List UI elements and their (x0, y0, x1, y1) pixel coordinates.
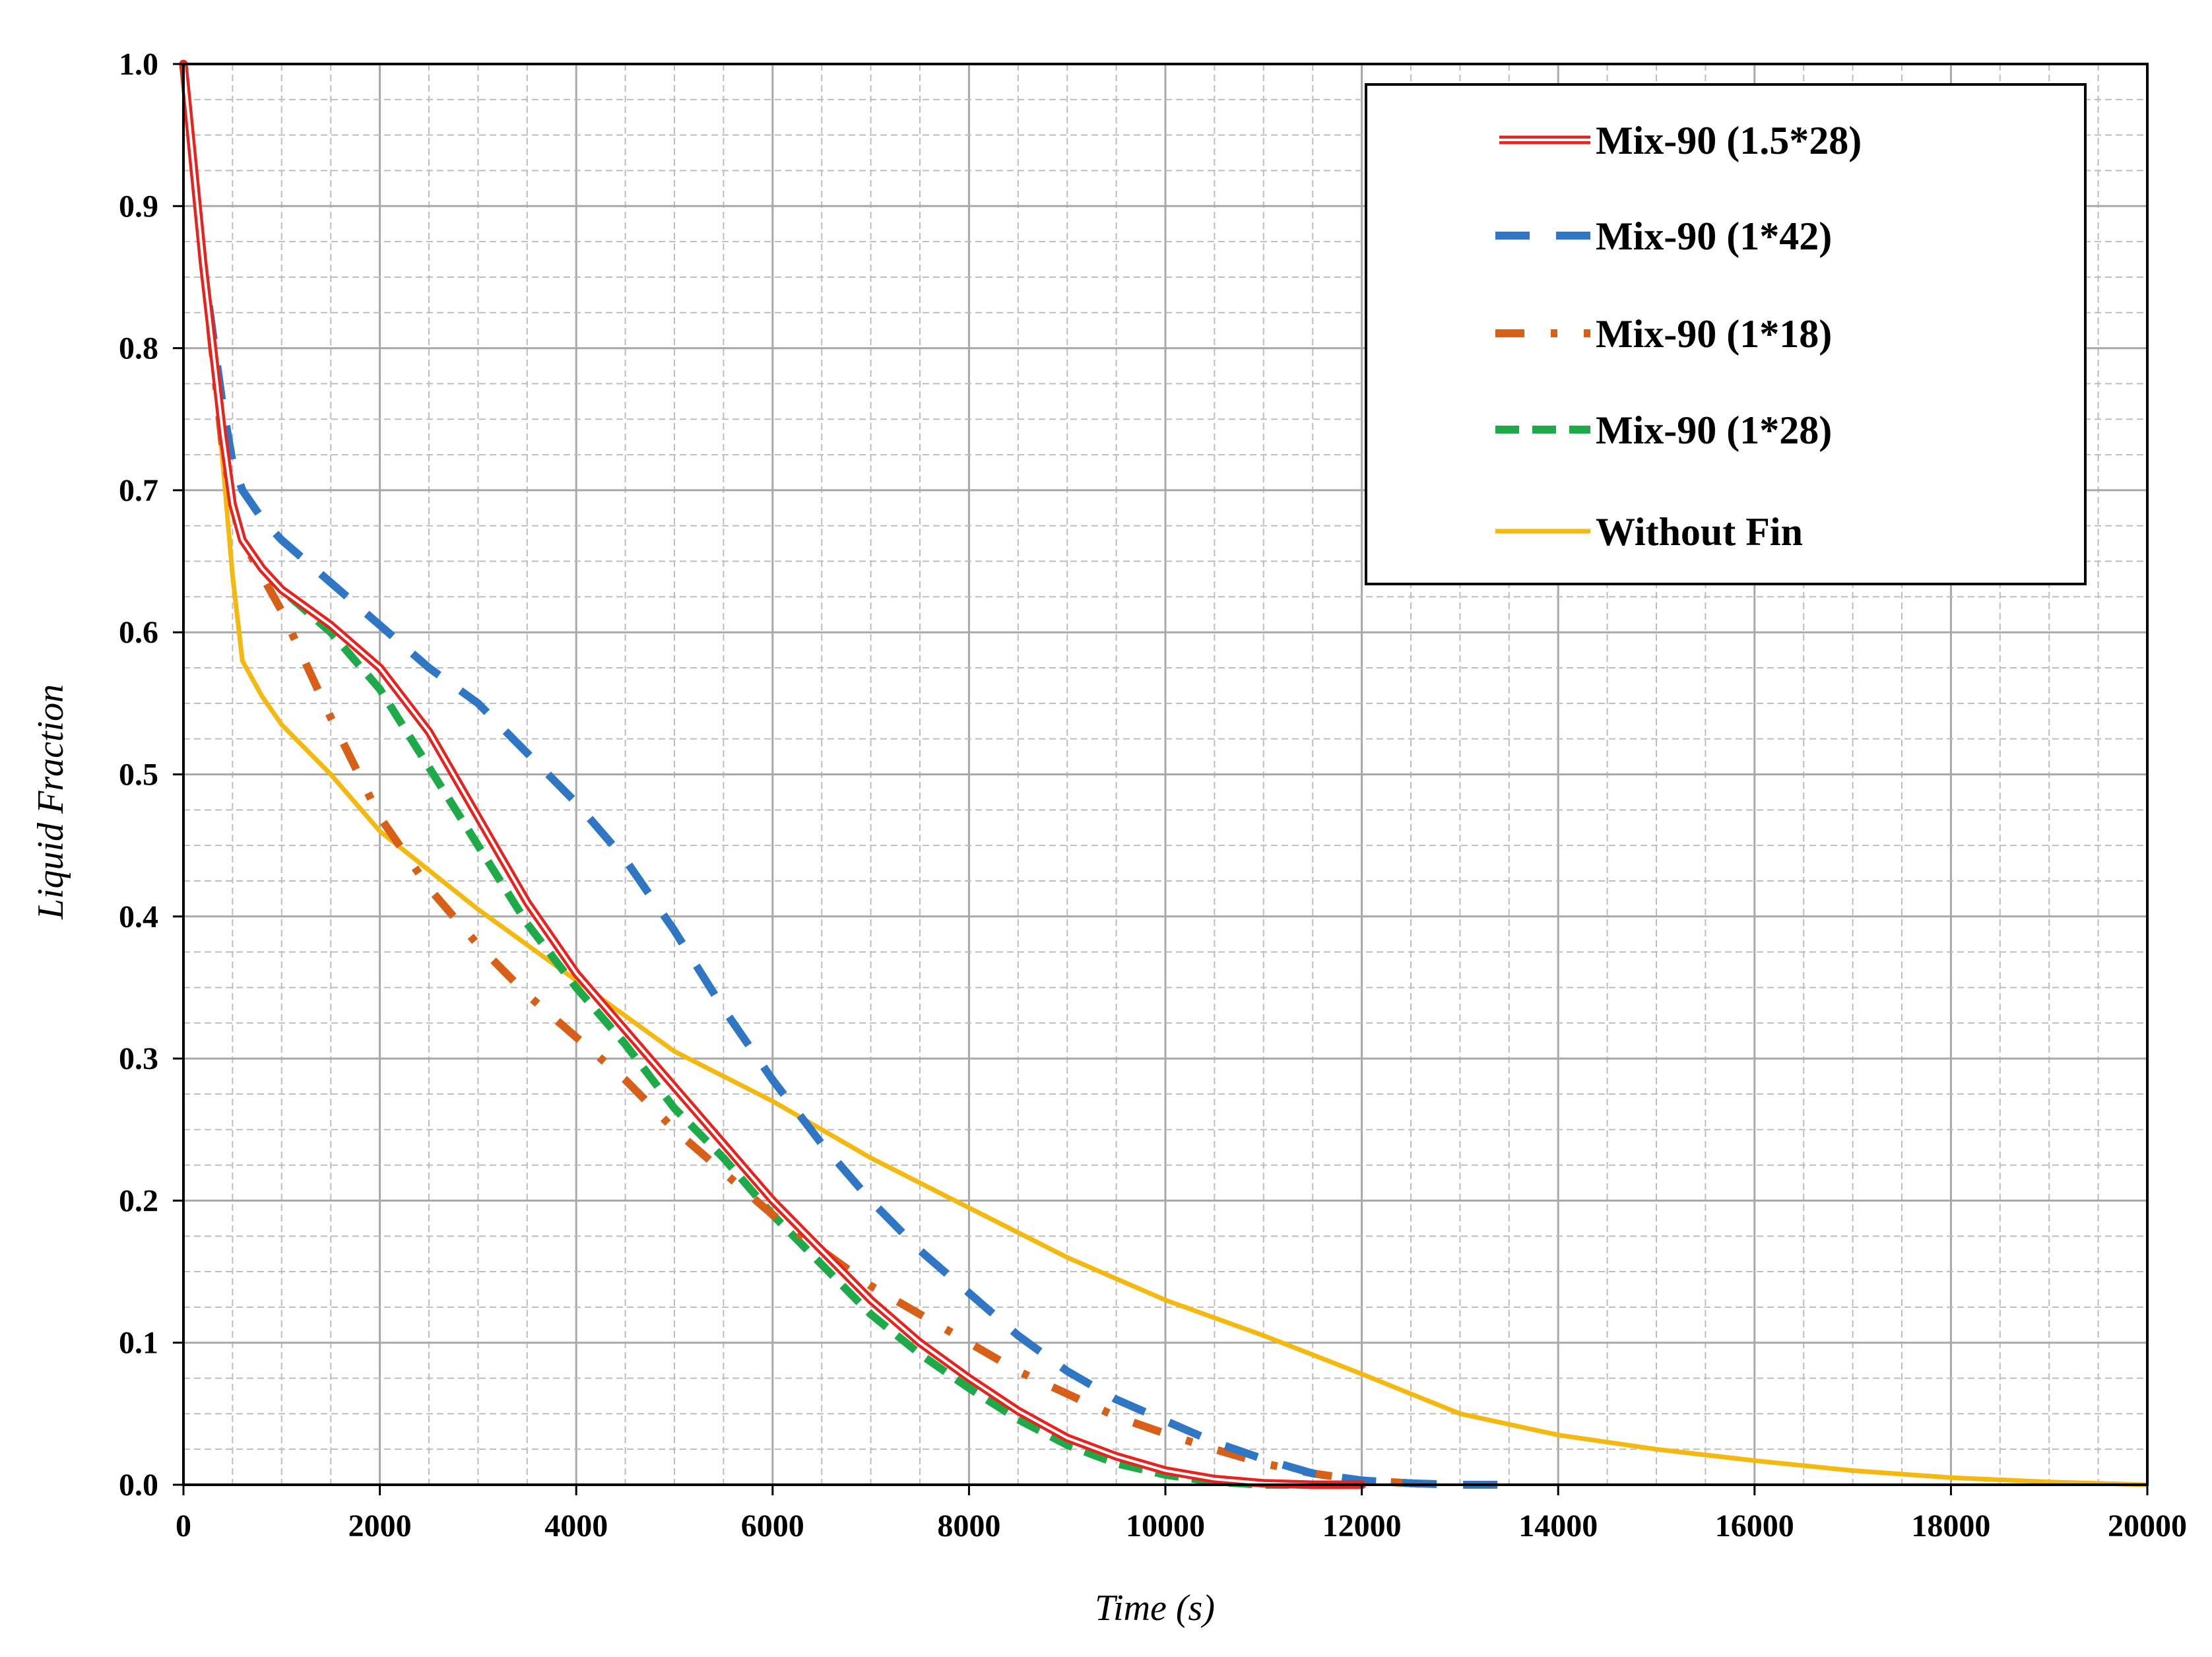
y-tick-label: 0.9 (119, 189, 158, 224)
series-line-mix-90-1-42 (179, 63, 1509, 1489)
legend-label: Mix-90 (1*42) (1596, 214, 1832, 258)
x-tick-label: 20000 (2108, 1509, 2187, 1543)
x-tick-label: 6000 (741, 1509, 804, 1543)
y-tick-label: 1.0 (119, 47, 158, 82)
legend: Mix-90 (1.5*28) Mix-90 (1*42) Mix-90 (1*18… (1365, 83, 2087, 585)
y-tick-label: 0.2 (119, 1183, 158, 1218)
x-tick-label: 10000 (1126, 1509, 1205, 1543)
x-tick-label: 8000 (937, 1509, 1000, 1543)
y-tick-label: 0.3 (119, 1041, 158, 1076)
legend-box (1365, 83, 2087, 585)
series-line-mix-90-1-5-28-inner (182, 63, 1363, 1486)
legend-label: Without Fin (1596, 510, 1803, 554)
legend-label: Mix-90 (1*28) (1596, 408, 1832, 452)
y-tick-label: 0.1 (119, 1326, 158, 1361)
x-tick-label: 2000 (348, 1509, 412, 1543)
x-tick-label: 18000 (1911, 1509, 1990, 1543)
x-tick-label: 14000 (1518, 1509, 1598, 1543)
x-tick-label: 12000 (1322, 1509, 1402, 1543)
y-tick-label: 0.8 (119, 331, 158, 366)
y-tick-label: 0.5 (119, 758, 158, 793)
x-tick-label: 4000 (544, 1509, 608, 1543)
legend-label: Mix-90 (1*18) (1596, 312, 1832, 356)
y-axis-title: Liquid Fraction (30, 684, 71, 920)
grid (183, 64, 2147, 1485)
x-tick-label: 0 (176, 1509, 191, 1543)
tick-labels: 0 2000 4000 6000 8000 10000 12000 14000 16000 180… (119, 47, 2187, 1543)
series-group (179, 59, 2148, 1489)
y-tick-label: 0.4 (119, 899, 158, 934)
series-line-without-fin (181, 63, 2148, 1487)
x-axis-title: Time (s) (1095, 1588, 1215, 1629)
y-tick-label: 0.0 (119, 1468, 158, 1503)
y-tick-label: 0.6 (119, 615, 158, 650)
x-tick-label: 16000 (1715, 1509, 1794, 1543)
y-tick-label: 0.7 (119, 473, 158, 508)
legend-label: Mix-90 (1.5*28) (1596, 119, 1862, 162)
